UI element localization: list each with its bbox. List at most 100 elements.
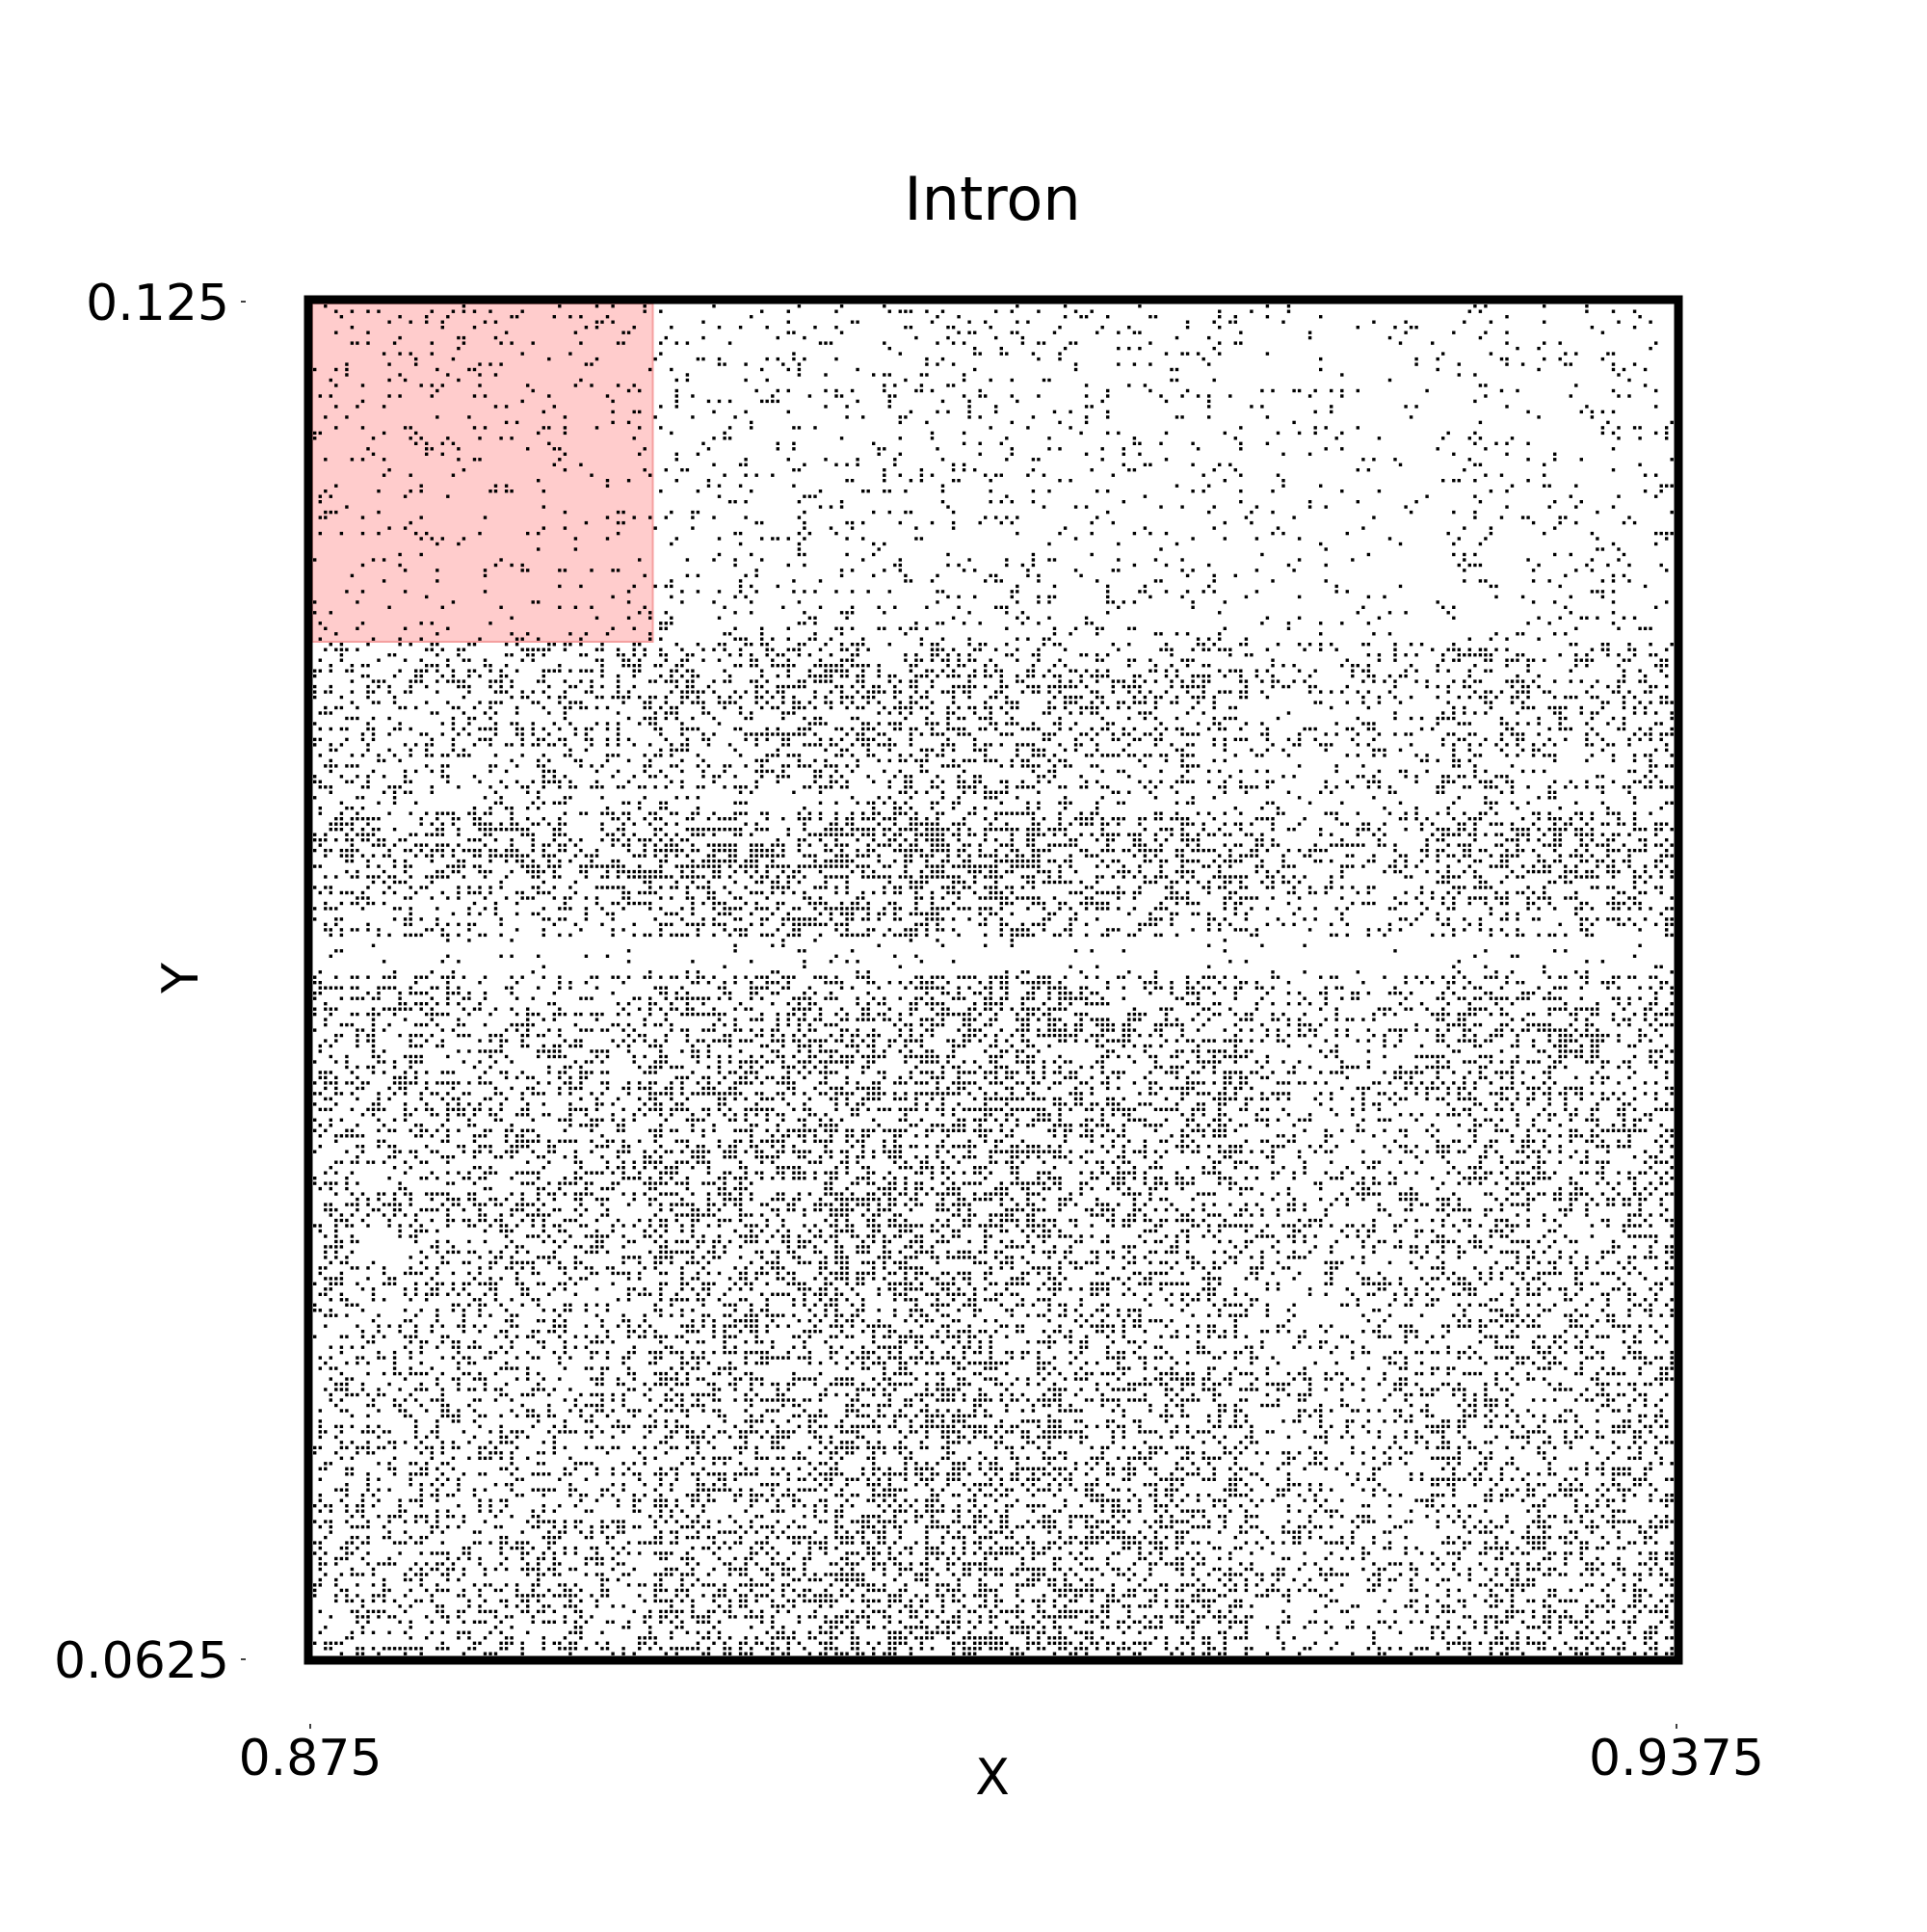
data-point [653,1520,657,1523]
data-point [1180,1477,1184,1481]
data-point [1398,1382,1403,1387]
data-point [738,1524,743,1529]
data-point [786,1583,790,1587]
data-point [904,1626,908,1629]
data-point [537,1609,541,1614]
data-point [526,1562,530,1566]
data-point [1281,1419,1285,1423]
data-point [792,1414,796,1418]
data-point [1303,1430,1307,1434]
data-point [478,1472,482,1476]
data-point [723,1419,726,1423]
data-point [541,1488,545,1492]
data-point [1228,1467,1232,1470]
data-point [1600,1604,1605,1608]
data-point [1016,1456,1019,1460]
data-point [1175,1541,1179,1545]
data-point [1398,1409,1403,1413]
data-point [839,1588,844,1593]
data-point [670,1398,673,1402]
data-point [1505,1636,1509,1640]
data-point [568,1456,572,1460]
data-point [568,1599,572,1603]
data-point [1313,1509,1317,1513]
data-point [1600,1652,1605,1655]
data-point [760,1398,764,1402]
data-point [904,1546,908,1550]
data-point [1643,1588,1648,1593]
data-point [1212,1424,1216,1429]
data-point [813,1515,817,1519]
data-point [520,1392,524,1397]
data-point [1042,1467,1046,1470]
data-point [760,1546,764,1550]
data-point [951,1551,956,1555]
data-point [1201,1636,1205,1640]
data-point [1463,1398,1466,1402]
data-point [1084,1424,1089,1429]
data-point [818,1414,823,1418]
data-point [594,1556,599,1561]
data-point [1446,1515,1450,1519]
data-point [909,1424,913,1429]
data-point [1170,1472,1174,1476]
data-point [638,1509,642,1513]
data-point [638,1524,642,1529]
data-point [818,1577,823,1582]
data-point [919,1577,924,1582]
data-point [1324,1509,1328,1513]
data-point [680,1556,684,1561]
data-point [803,1573,806,1576]
data-point [1111,1409,1115,1413]
data-point [1564,1441,1568,1444]
data-point [733,1424,737,1429]
data-point [1531,1546,1536,1550]
data-point [457,1630,461,1634]
data-point [834,1530,838,1534]
data-point [1084,1652,1089,1655]
data-point [898,1472,902,1476]
data-point [733,1445,737,1450]
data-point [1100,1620,1104,1624]
data-point [531,1594,535,1598]
data-point [872,1388,876,1391]
data-point [472,1488,477,1492]
data-point [701,1583,705,1587]
data-point [419,1583,423,1587]
data-point [360,1599,365,1603]
data-point [1419,1498,1424,1502]
data-point [717,1588,722,1593]
data-point [1324,1467,1328,1470]
data-point [951,1599,956,1603]
data-point [951,1462,956,1466]
data-point [579,1462,583,1466]
data-point [414,1520,418,1523]
data-point [1414,1430,1418,1434]
data-point [1313,1409,1317,1413]
data-point [829,1562,833,1566]
data-point [626,1409,631,1413]
data-point [919,1398,924,1402]
data-point [727,1382,732,1387]
data-point [738,1599,743,1603]
data-point [706,1392,711,1397]
data-point [467,1556,471,1561]
data-point [1191,1626,1195,1629]
data-point [856,1573,859,1576]
data-point [883,1626,886,1629]
data-point [925,1498,929,1502]
data-point [430,1524,434,1529]
data-point [632,1494,636,1497]
data-point [1201,1451,1205,1455]
data-point [978,1392,982,1397]
data-point [1505,1445,1509,1450]
data-point [1026,1441,1030,1444]
data-point [1063,1430,1068,1434]
data-point [1393,1419,1397,1423]
data-point [744,1398,748,1402]
data-point [1281,1541,1285,1545]
data-point [324,1641,328,1645]
data-point [1665,1377,1669,1381]
data-point [1569,1615,1572,1619]
data-point [1228,1551,1232,1555]
